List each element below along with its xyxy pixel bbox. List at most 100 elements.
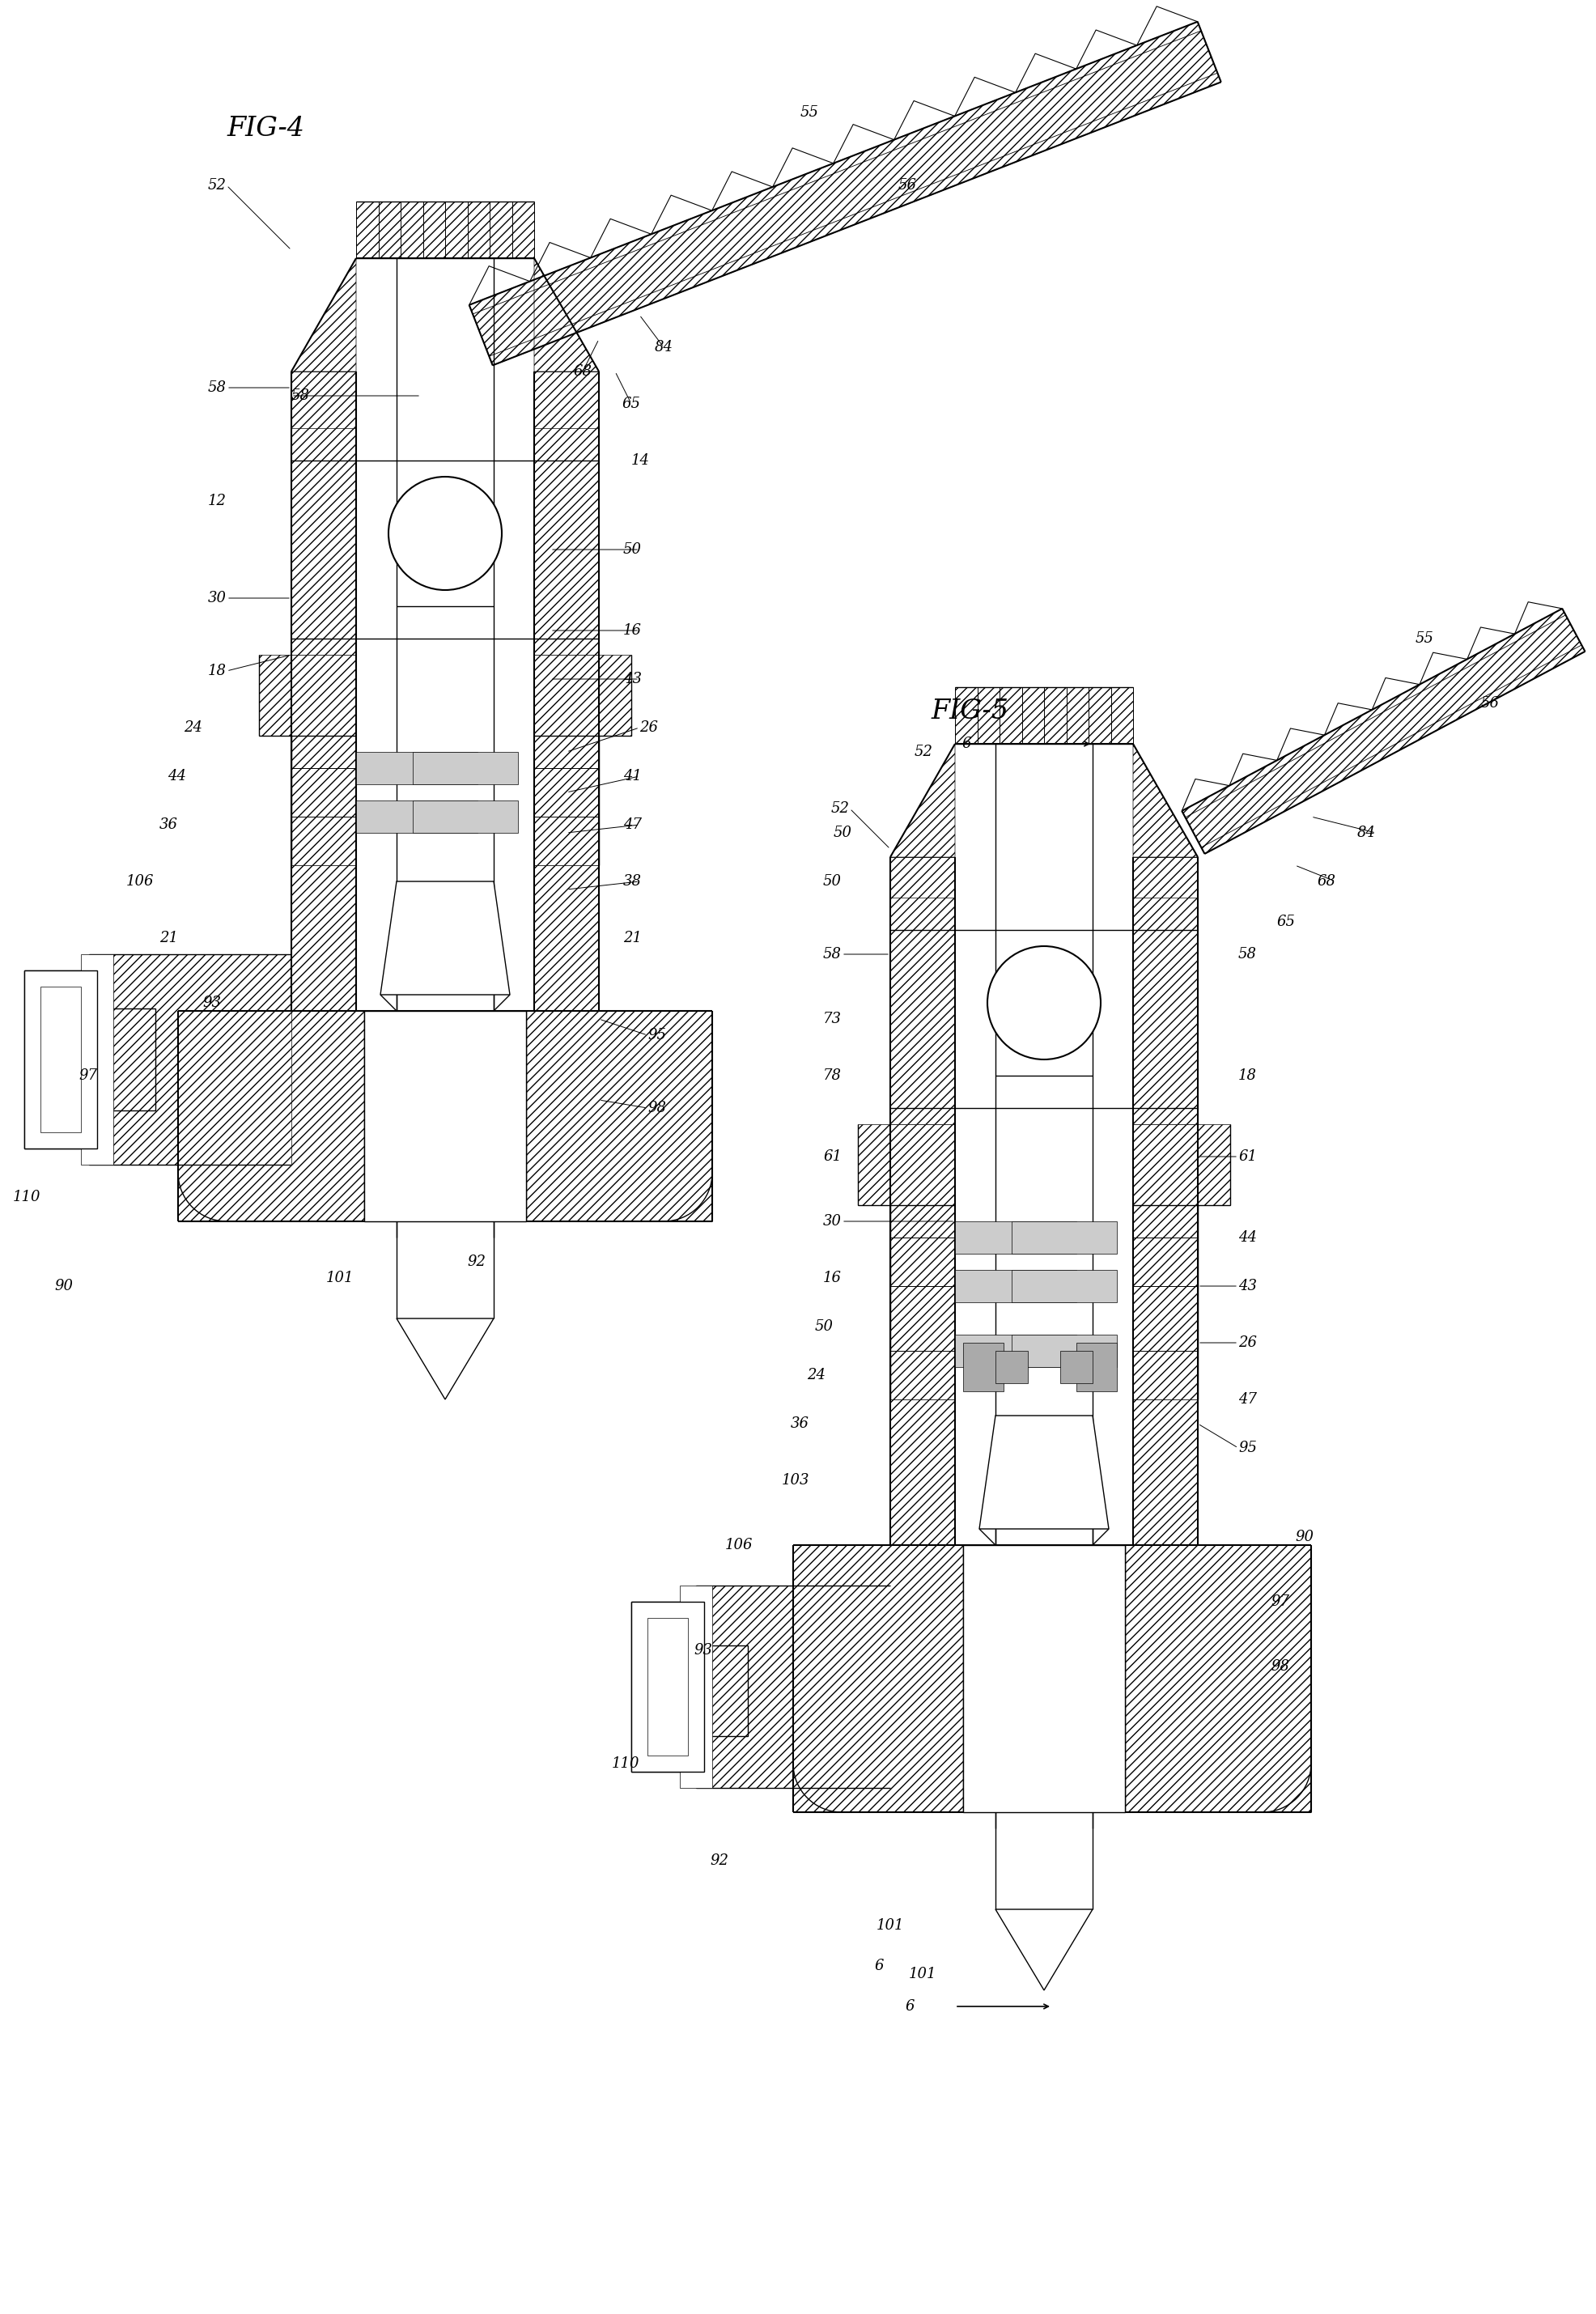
Text: 52: 52 [915,745,934,759]
Text: 92: 92 [710,1854,728,1867]
Text: 93: 93 [694,1643,712,1657]
Text: 43: 43 [622,671,642,687]
Text: 30: 30 [207,590,227,606]
Bar [954,1335,1076,1368]
Text: 38: 38 [622,875,642,889]
Text: 21: 21 [160,930,179,946]
Text: 61: 61 [824,1150,841,1164]
Bar [535,373,598,1011]
Text: 90: 90 [54,1280,73,1294]
Text: 50: 50 [833,826,852,840]
Text: 90: 90 [1294,1530,1314,1543]
Bar [292,373,356,1011]
Text: 93: 93 [203,995,220,1011]
Polygon shape [996,1909,1093,1990]
Bar [1012,1270,1117,1303]
Text: 16: 16 [622,622,642,639]
Text: 98: 98 [648,1101,666,1115]
Text: 6: 6 [875,1958,883,1974]
Text: 56: 56 [899,178,918,192]
Polygon shape [535,259,598,373]
Text: 12: 12 [207,493,227,509]
Text: 18: 18 [207,664,227,678]
Text: 44: 44 [1238,1231,1258,1245]
Bar [891,856,954,1546]
Bar [696,1585,793,1789]
Bar [81,953,113,1164]
Bar [1133,898,1199,1125]
Text: 103: 103 [782,1474,809,1488]
Text: FIG-4: FIG-4 [227,116,305,141]
Bar [356,801,477,833]
Text: 110: 110 [13,1189,40,1203]
Text: 98: 98 [1270,1659,1290,1673]
Polygon shape [1183,609,1585,854]
Text: 30: 30 [824,1215,841,1229]
Text: 68: 68 [1317,875,1336,889]
Bar [954,687,1133,743]
Text: 92: 92 [468,1254,485,1268]
Polygon shape [380,882,509,995]
Bar [645,1645,749,1736]
Text: 73: 73 [824,1011,841,1027]
Bar [996,1351,1028,1384]
Bar [859,1125,954,1206]
Bar [1133,1400,1199,1546]
Bar [356,201,535,259]
Text: 68: 68 [573,363,592,379]
Text: 24: 24 [184,720,203,736]
Bar [1012,1222,1117,1254]
Text: 106: 106 [725,1539,753,1553]
Bar [535,865,598,1011]
Bar [962,1342,1004,1391]
Bar [259,655,356,736]
Polygon shape [980,1416,1109,1530]
Text: 18: 18 [1238,1069,1258,1083]
Text: 26: 26 [1238,1335,1258,1349]
Polygon shape [469,21,1221,366]
Bar [1060,1351,1093,1384]
Text: 78: 78 [824,1069,841,1083]
Text: 65: 65 [622,396,640,412]
Text: 84: 84 [1357,826,1376,840]
Polygon shape [292,259,356,373]
Bar [535,736,598,865]
Bar [89,953,292,1164]
Text: 50: 50 [816,1319,833,1333]
Bar [292,428,356,655]
Bar [891,898,954,1125]
Text: 97: 97 [1270,1594,1290,1608]
Text: 101: 101 [326,1270,354,1284]
Text: 101: 101 [908,1967,937,1981]
Bar [1012,1335,1117,1368]
Text: 6: 6 [962,736,972,752]
Text: 41: 41 [622,768,642,784]
Text: 97: 97 [78,1069,97,1083]
Polygon shape [891,743,954,856]
Bar [954,1270,1076,1303]
Text: 16: 16 [824,1270,841,1284]
Text: 14: 14 [632,454,650,467]
Text: 50: 50 [824,875,841,889]
Text: 36: 36 [160,817,179,833]
Circle shape [988,946,1101,1060]
Text: 55: 55 [800,104,819,120]
Bar [648,1617,688,1756]
Text: 95: 95 [648,1027,666,1044]
Bar [535,428,598,655]
Bar [1133,1125,1231,1206]
Text: 21: 21 [622,930,642,946]
Text: 24: 24 [808,1368,825,1381]
Text: 61: 61 [1238,1150,1258,1164]
Bar [1133,856,1199,1546]
Text: 50: 50 [622,541,642,558]
Polygon shape [396,1319,493,1400]
Bar [292,736,356,865]
Bar [40,986,81,1132]
Bar [954,1222,1076,1254]
Text: 106: 106 [126,875,153,889]
Bar [1133,1206,1199,1400]
Text: 47: 47 [622,817,642,833]
Text: 44: 44 [168,768,187,784]
Bar [962,1546,1125,1812]
